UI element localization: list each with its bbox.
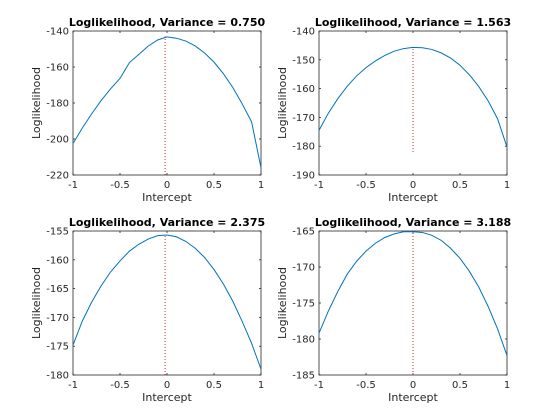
x-tick-label: 0.5 xyxy=(452,180,468,191)
x-tick-label: 1 xyxy=(258,180,264,191)
x-tick-label: 0.5 xyxy=(452,380,468,391)
x-tick-label: 0 xyxy=(164,180,170,191)
x-tick-label: 1 xyxy=(504,380,510,391)
loglikelihood-curve xyxy=(318,46,508,148)
x-tick-label: 0 xyxy=(410,180,416,191)
x-tick-label: 0 xyxy=(164,380,170,391)
y-tick-label: -160 xyxy=(292,84,315,95)
subplot-2: -1 -0.5 0 0.5 1-190-180-170-160-150-140Logli… xyxy=(276,16,511,204)
x-tick-label: 0.5 xyxy=(206,380,222,391)
y-tick-label: -140 xyxy=(46,27,69,38)
y-tick-label: -160 xyxy=(46,255,69,266)
y-tick-label: -220 xyxy=(46,171,69,182)
y-tick-label: -170 xyxy=(292,113,315,124)
subplot-4: -1 -0.5 0 0.5 1-185-180-175-170-165Loglikeli… xyxy=(276,216,511,404)
y-axis-label: Loglikelihood xyxy=(30,67,43,139)
y-tick-label: -155 xyxy=(46,227,69,238)
loglikelihood-curve xyxy=(72,234,262,370)
x-tick-label: -0.5 xyxy=(110,180,130,191)
x-tick-label: -1 xyxy=(68,380,78,391)
subplot-1: -1 -0.5 0 0.5 1-220-200-180-160-140Loglikeli… xyxy=(30,16,265,204)
y-tick-label: -180 xyxy=(292,335,315,346)
y-tick-label: -190 xyxy=(292,171,315,182)
x-tick-label: 1 xyxy=(504,180,510,191)
y-axis-label: Loglikelihood xyxy=(30,267,43,339)
y-axis-label: Loglikelihood xyxy=(276,67,289,139)
y-tick-label: -180 xyxy=(46,371,69,382)
y-tick-label: -160 xyxy=(46,63,69,74)
loglikelihood-curve xyxy=(318,231,508,356)
y-tick-label: -185 xyxy=(292,371,315,382)
y-tick-label: -165 xyxy=(46,284,69,295)
subplot-title: Loglikelihood, Variance = 1.563 xyxy=(315,16,511,29)
axes-box xyxy=(72,230,262,376)
y-tick-label: -175 xyxy=(46,342,69,353)
x-axis-label: Intercept xyxy=(388,191,438,204)
x-tick-label: -1 xyxy=(314,180,324,191)
y-tick-label: -170 xyxy=(292,263,315,274)
y-tick-label: -150 xyxy=(292,55,315,66)
subplot-3: -1 -0.5 0 0.5 1-180-175-170-165-160-155Logli… xyxy=(30,216,265,404)
x-axis-label: Intercept xyxy=(142,191,192,204)
y-tick-label: -200 xyxy=(46,135,69,146)
x-tick-label: 0.5 xyxy=(206,180,222,191)
x-tick-label: -0.5 xyxy=(356,380,376,391)
x-tick-label: 1 xyxy=(258,380,264,391)
x-tick-label: 0 xyxy=(410,380,416,391)
y-tick-label: -140 xyxy=(292,27,315,38)
x-axis-label: Intercept xyxy=(142,391,192,404)
y-tick-label: -180 xyxy=(292,142,315,153)
x-tick-label: -0.5 xyxy=(356,180,376,191)
x-tick-label: -0.5 xyxy=(110,380,130,391)
axes-box xyxy=(72,30,262,176)
x-tick-label: -1 xyxy=(314,380,324,391)
x-axis-label: Intercept xyxy=(388,391,438,404)
subplot-title: Loglikelihood, Variance = 3.188 xyxy=(315,216,511,229)
y-axis-label: Loglikelihood xyxy=(276,267,289,339)
y-tick-label: -175 xyxy=(292,299,315,310)
subplot-title: Loglikelihood, Variance = 2.375 xyxy=(69,216,265,229)
y-tick-label: -170 xyxy=(46,313,69,324)
y-tick-label: -180 xyxy=(46,99,69,110)
subplot-title: Loglikelihood, Variance = 0.750 xyxy=(69,16,266,29)
y-tick-label: -165 xyxy=(292,227,315,238)
loglikelihood-curve xyxy=(72,36,262,168)
x-tick-label: -1 xyxy=(68,180,78,191)
